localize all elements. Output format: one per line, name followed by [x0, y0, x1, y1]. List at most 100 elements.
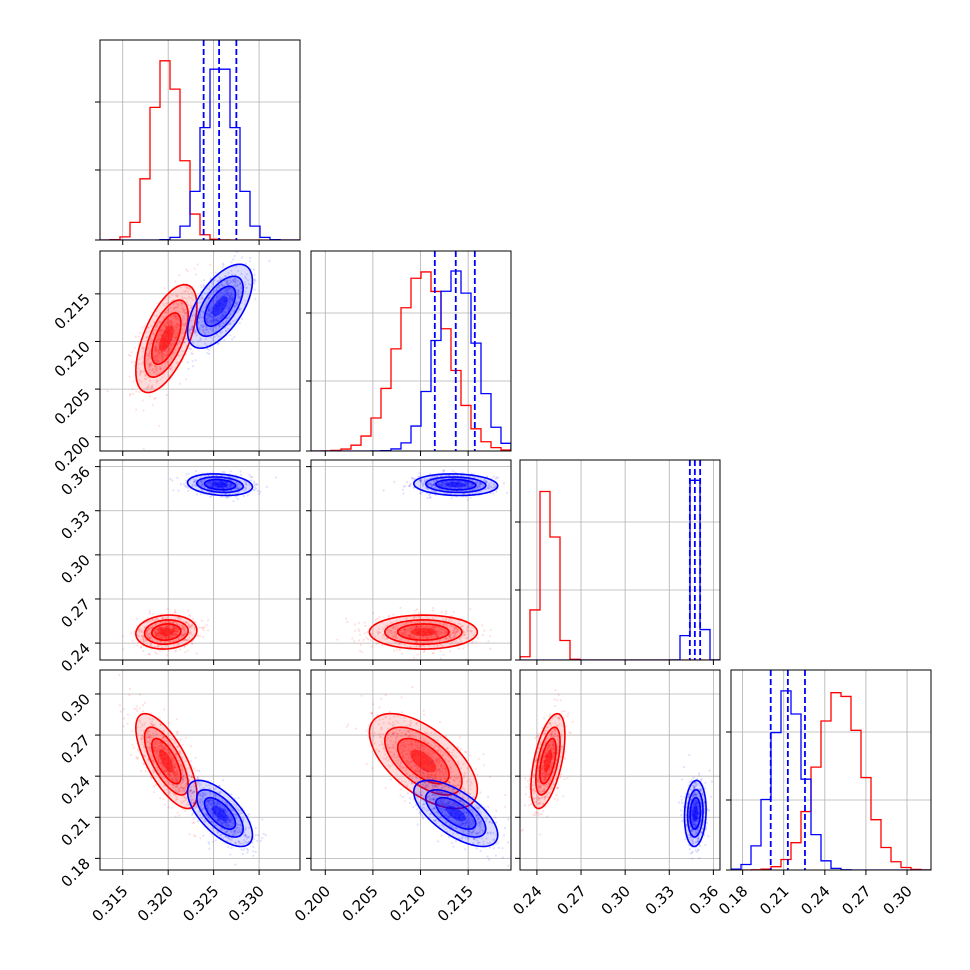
panel-3-2: [515, 669, 721, 875]
density-fill-0: [159, 325, 174, 352]
contour-line-1: [686, 788, 704, 838]
contour-line-1: [203, 796, 237, 830]
density-fill-1: [445, 482, 466, 488]
x-tick-label: 0.320: [134, 882, 177, 925]
y-tick-label: 0.210: [51, 338, 94, 381]
y-tick-label: 0.18: [57, 854, 93, 890]
panel-frame: [730, 669, 932, 871]
panel-content: [520, 460, 720, 660]
histogram-series-0: [311, 271, 511, 451]
x-tick-label: 0.315: [88, 882, 131, 925]
panel-3-0: [95, 669, 301, 875]
y-tick-label: 0.215: [51, 290, 94, 333]
contour-line-0: [396, 623, 450, 641]
panel-3-1: [306, 669, 512, 875]
density-fill-1: [212, 482, 228, 488]
x-tick-label: 0.205: [339, 882, 382, 925]
x-tick-label: 0.33: [642, 882, 678, 918]
contour-line-1: [689, 796, 702, 830]
x-tick-label: 0.24: [797, 882, 833, 918]
contour-line-1: [434, 478, 477, 491]
density-fill-1: [445, 805, 466, 822]
contour-line-0: [539, 737, 557, 785]
density-fill-0: [410, 628, 437, 637]
x-tick-label: 0.36: [686, 882, 722, 918]
panel-frame: [310, 250, 512, 452]
contour-line-0: [151, 623, 182, 641]
x-tick-label: 0.330: [225, 882, 268, 925]
contour-line-1: [196, 788, 244, 838]
panel-content: [311, 251, 511, 451]
contour-line-0: [151, 737, 182, 785]
contour-line-1: [683, 779, 707, 848]
density-fill-1: [212, 805, 228, 822]
panel-frame: [519, 459, 721, 661]
density-fill-0: [159, 628, 174, 637]
contour-line-0: [530, 712, 566, 810]
contour-line-0: [135, 614, 198, 650]
contour-line-0: [135, 283, 198, 394]
y-tick-label: 0.24: [57, 639, 93, 675]
y-tick-label: 0.33: [57, 507, 93, 543]
x-tick-label: 0.215: [434, 882, 477, 925]
histogram-series-1: [731, 690, 931, 870]
panel-content: [100, 670, 300, 870]
panel-content: [100, 40, 300, 240]
panel-content: [520, 670, 720, 870]
panel-frame: [310, 669, 512, 871]
panel-frame: [99, 39, 301, 241]
x-tick-label: 0.30: [598, 882, 634, 918]
histogram-series-0: [731, 692, 931, 870]
panel-1-0: [95, 250, 301, 456]
panel-content: [100, 460, 300, 660]
y-tick-label: 0.205: [51, 385, 94, 428]
panel-content: [311, 460, 511, 660]
contour-line-1: [434, 796, 477, 830]
y-tick-label: 0.24: [57, 772, 93, 808]
density-fill-1: [692, 805, 698, 822]
panel-frame: [99, 669, 301, 871]
contour-line-0: [368, 712, 479, 810]
contour-line-0: [151, 312, 182, 366]
panel-0-0: [95, 39, 301, 245]
panel-2-2: [515, 459, 721, 665]
density-fill-0: [410, 749, 437, 773]
contour-line-0: [383, 619, 463, 645]
panel-frame: [310, 459, 512, 661]
contour-line-0: [368, 614, 479, 650]
panel-2-0: [95, 459, 301, 665]
panel-3-3: [726, 669, 932, 875]
contour-line-1: [186, 473, 254, 497]
y-tick-label: 0.27: [57, 595, 93, 631]
contour-line-1: [196, 275, 244, 338]
y-tick-label: 0.21: [57, 813, 93, 849]
x-tick-label: 0.200: [291, 882, 334, 925]
panel-content: [731, 670, 931, 870]
x-tick-label: 0.18: [715, 882, 751, 918]
panel-frame: [99, 459, 301, 661]
y-tick-label: 0.30: [57, 690, 93, 726]
density-fill-0: [159, 749, 174, 773]
contour-line-1: [203, 285, 237, 328]
contour-line-1: [196, 476, 244, 494]
contour-line-1: [203, 478, 237, 491]
x-tick-label: 0.24: [509, 882, 545, 918]
density-fill-0: [543, 749, 552, 773]
x-tick-label: 0.27: [554, 882, 590, 918]
contour-line-0: [143, 619, 189, 645]
contour-line-1: [412, 473, 499, 497]
contour-line-0: [135, 712, 198, 810]
x-tick-label: 0.27: [838, 882, 874, 918]
contour-line-0: [535, 726, 561, 796]
panel-frame: [99, 250, 301, 452]
contour-line-1: [424, 788, 487, 838]
panel-2-1: [306, 459, 512, 665]
density-fill-1: [212, 296, 228, 317]
contour-line-1: [412, 779, 499, 848]
panel-content: [100, 251, 300, 451]
contour-line-0: [143, 726, 189, 796]
x-tick-label: 0.21: [756, 882, 792, 918]
contour-line-1: [186, 779, 254, 848]
